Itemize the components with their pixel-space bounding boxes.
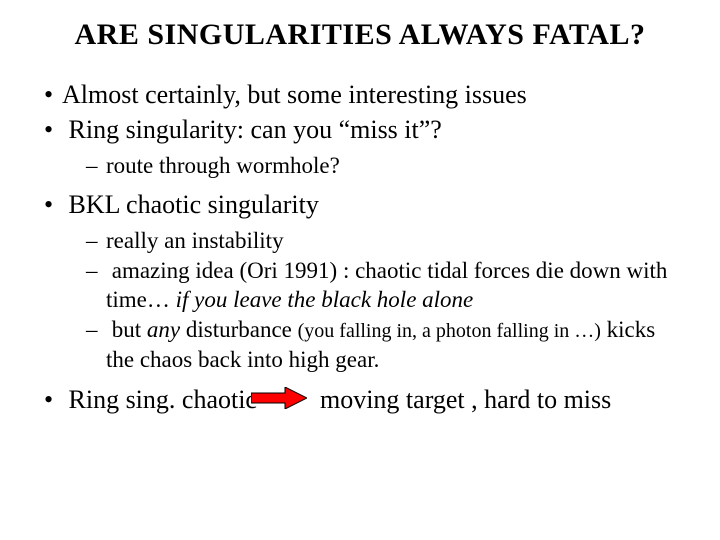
arrow-shape [251,387,307,409]
sub-bullet-list: route through wormhole? [62,151,688,181]
text-span: but [112,317,147,342]
bullet-item: Ring sing. chaotic moving target , hard … [32,383,688,421]
text-span: disturbance [180,317,298,342]
sub-bullet-item: route through wormhole? [86,151,688,181]
sub-bullet-item: but any disturbance (you falling in, a p… [86,315,688,375]
bullet-list: Almost certainly, but some interesting i… [32,78,688,421]
bullet-item: BKL chaotic singularity really an instab… [32,188,688,375]
text-span: moving target , hard to miss [320,385,611,414]
slide-title: ARE SINGULARITIES ALWAYS FATAL? [32,18,688,52]
sub-bullet-item: amazing idea (Ori 1991) : chaotic tidal … [86,256,688,316]
sub-bullet-item: really an instability [86,226,688,256]
bullet-text: Ring singularity: can you “miss it”? [69,115,442,144]
italic-text: if you leave the black hole alone [176,287,474,312]
text-span: Ring sing. chaotic [69,385,257,414]
bullet-text: BKL chaotic singularity [69,190,319,219]
bullet-item: Almost certainly, but some interesting i… [32,78,688,111]
small-text: (you falling in, a photon falling in …) [298,320,601,342]
sub-bullet-list: really an instability amazing idea (Ori … [62,226,688,375]
bullet-item: Ring singularity: can you “miss it”? rou… [32,113,688,180]
italic-text: any [147,317,180,342]
arrow-icon [269,384,307,417]
